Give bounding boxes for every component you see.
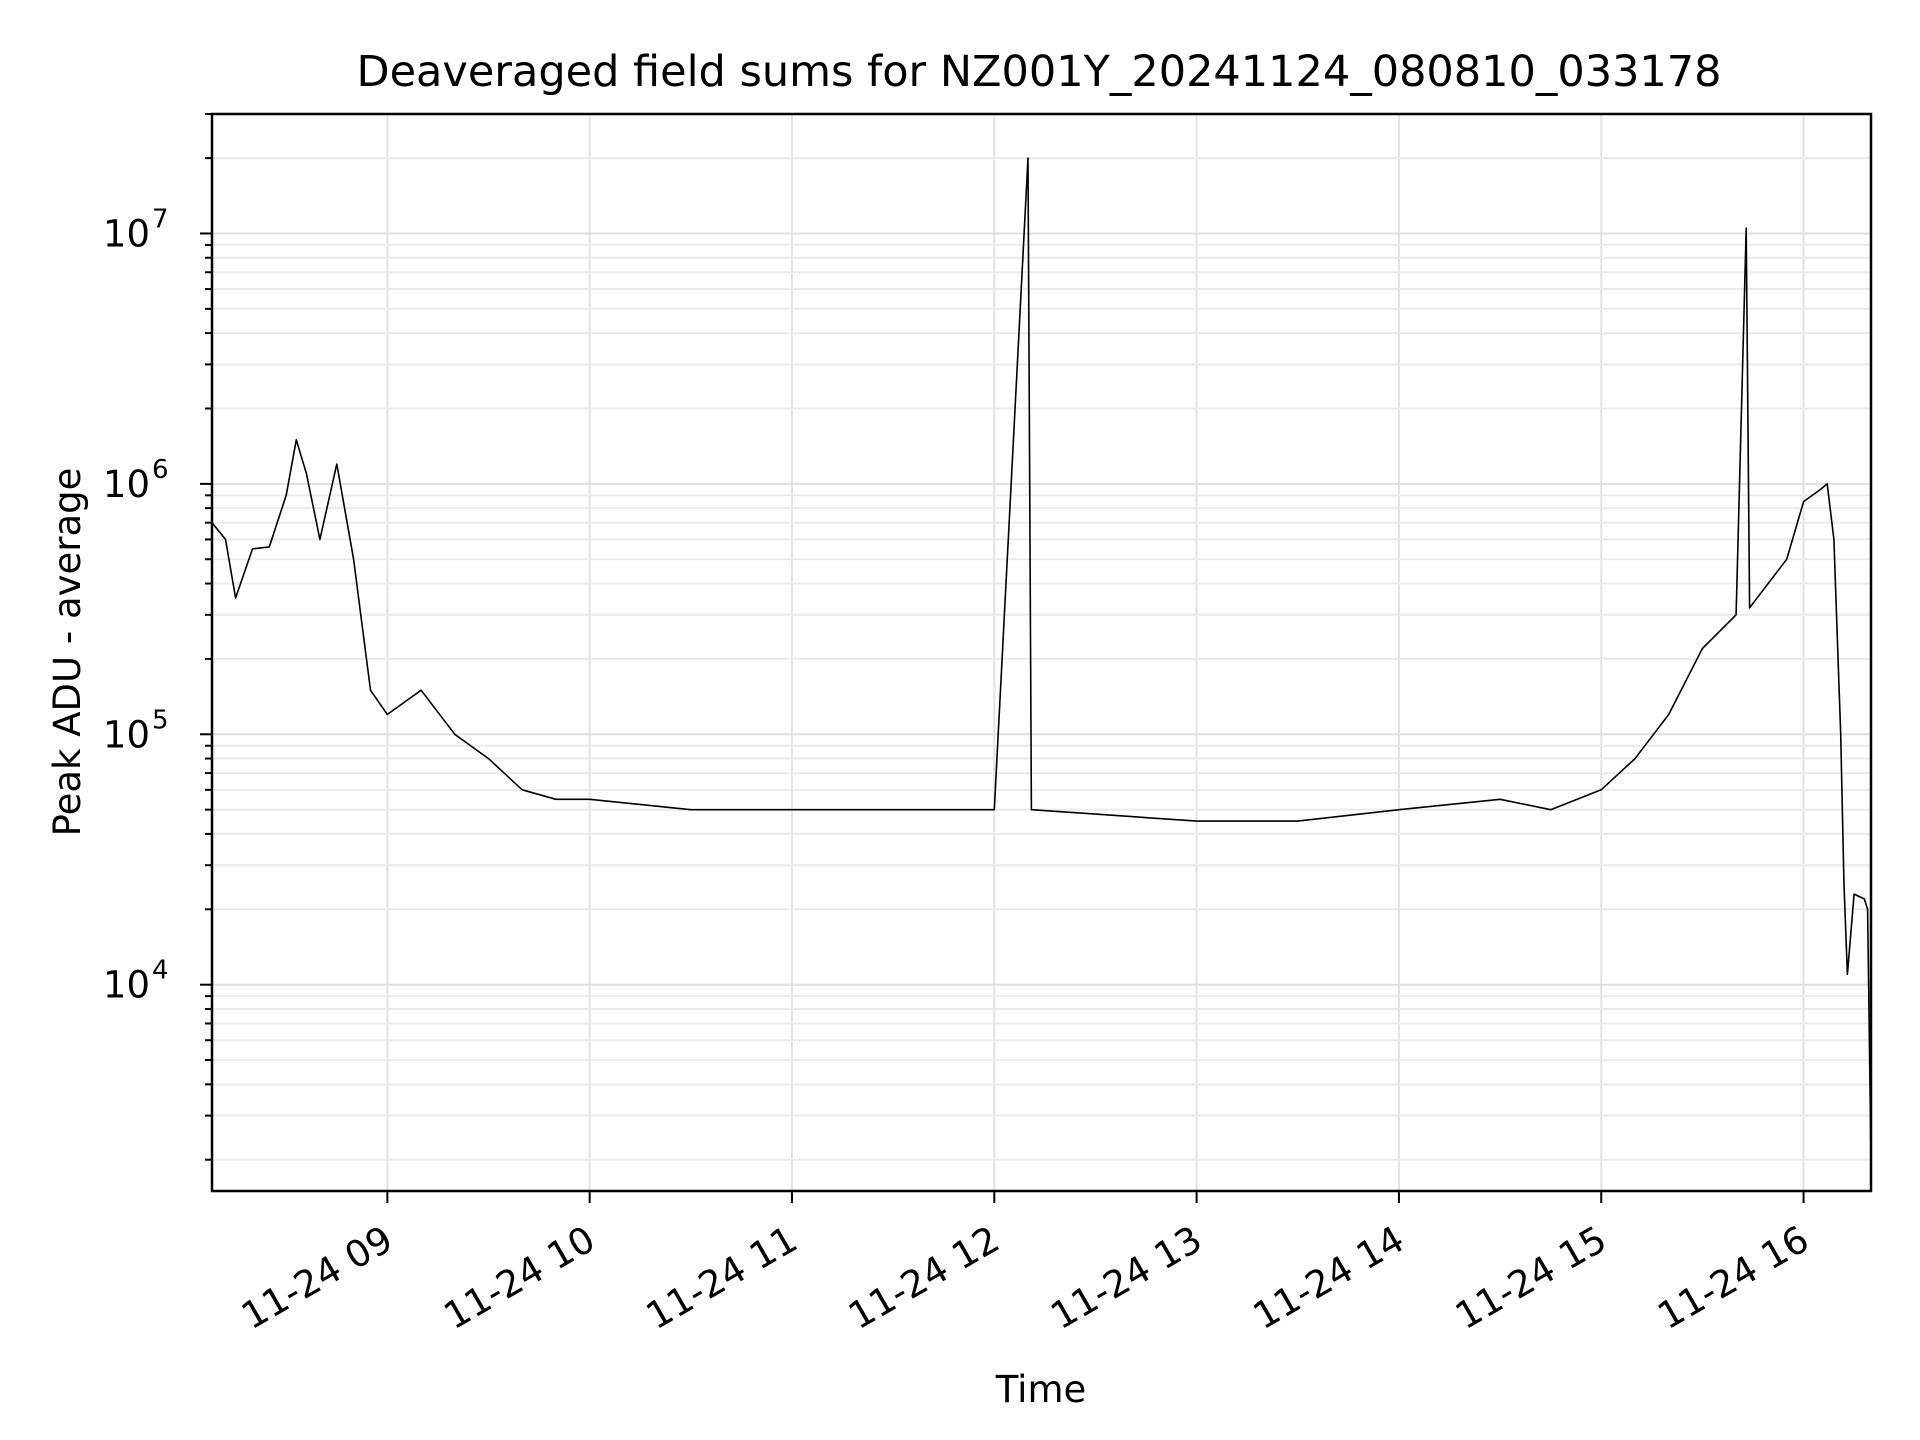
y-axis-label: Peak ADU - average — [46, 468, 89, 837]
axes-frame — [210, 112, 1873, 1193]
y-tick-label: 10 — [103, 964, 150, 1007]
y-tick-exponent: 6 — [152, 455, 169, 485]
plot-area — [211, 157, 1872, 1160]
y-tick-label: 10 — [103, 212, 150, 255]
y-tick-exponent: 7 — [152, 204, 169, 234]
series-line — [211, 157, 1872, 1160]
y-tick-exponent: 5 — [152, 705, 169, 735]
y-tick-exponent: 4 — [152, 956, 169, 986]
y-tick-label: 10 — [103, 713, 150, 756]
chart-title: Deaveraged field sums for NZ001Y_2024112… — [356, 47, 1721, 97]
y-tick-label: 10 — [103, 463, 150, 506]
grid — [212, 113, 1871, 1191]
x-axis-label: Time — [995, 1368, 1087, 1411]
